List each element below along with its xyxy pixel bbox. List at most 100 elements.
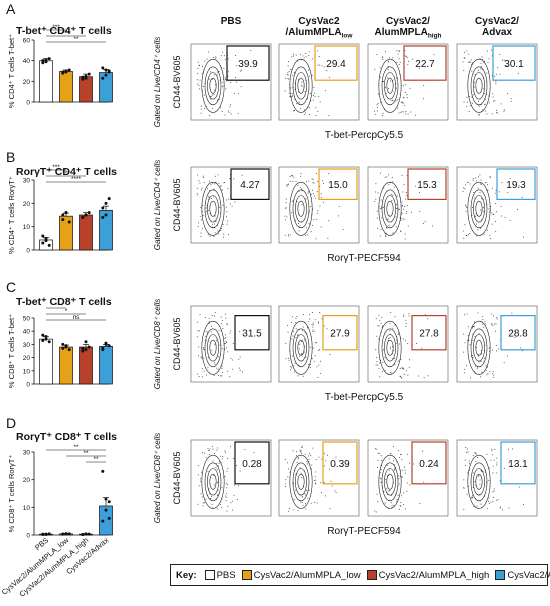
contour <box>381 189 399 229</box>
gate-box <box>230 168 270 200</box>
event-dot <box>414 185 416 187</box>
bar <box>59 71 73 103</box>
event-dot <box>284 90 286 92</box>
event-dot <box>320 372 322 374</box>
event-dot <box>381 56 383 58</box>
event-dot <box>464 188 466 190</box>
event-dot <box>298 101 300 103</box>
event-dot <box>312 189 314 191</box>
event-dot <box>466 448 468 450</box>
event-dot <box>240 86 242 88</box>
event-dot <box>403 219 405 221</box>
event-dot <box>300 501 302 503</box>
event-dot <box>394 324 396 326</box>
event-dot <box>213 484 215 486</box>
data-point <box>41 59 45 63</box>
event-dot <box>469 62 471 64</box>
event-dot <box>239 60 241 62</box>
event-dot <box>477 229 479 231</box>
event-dot <box>383 206 385 208</box>
event-dot <box>288 360 290 362</box>
event-dot <box>205 210 207 212</box>
event-dot <box>408 462 410 464</box>
significance-label: *** <box>62 170 70 177</box>
event-dot <box>302 375 304 377</box>
event-dot <box>382 114 384 116</box>
event-dot <box>465 464 467 466</box>
event-dot <box>196 187 198 189</box>
event-dot <box>384 502 386 504</box>
event-dot <box>285 202 287 204</box>
event-dot <box>479 479 481 481</box>
event-dot <box>521 196 523 198</box>
event-dot <box>398 58 400 60</box>
event-dot <box>328 77 330 79</box>
event-dot <box>401 458 403 460</box>
event-dot <box>312 324 314 326</box>
event-dot <box>480 179 482 181</box>
event-dot <box>379 471 381 473</box>
event-dot <box>482 211 484 213</box>
event-dot <box>394 468 396 470</box>
event-dot <box>293 365 295 367</box>
event-dot <box>471 497 473 499</box>
event-dot <box>389 490 391 492</box>
gate-box <box>500 441 536 485</box>
gate-percentage: 27.9 <box>330 329 350 340</box>
event-dot <box>208 449 210 451</box>
event-dot <box>468 61 470 63</box>
event-dot <box>375 317 377 319</box>
event-dot <box>302 326 304 328</box>
event-dot <box>493 374 495 376</box>
event-dot <box>285 479 287 481</box>
event-dot <box>216 74 218 76</box>
event-dot <box>466 494 468 496</box>
event-dot <box>320 196 322 198</box>
event-dot <box>490 501 492 503</box>
event-dot <box>418 375 420 377</box>
event-dot <box>390 453 392 455</box>
data-point <box>104 213 108 217</box>
event-dot <box>212 223 214 225</box>
event-dot <box>399 61 401 63</box>
event-dot <box>396 204 398 206</box>
event-dot <box>477 367 479 369</box>
event-dot <box>479 483 481 485</box>
event-dot <box>404 469 406 471</box>
event-dot <box>494 330 496 332</box>
event-dot <box>403 111 405 113</box>
event-dot <box>400 505 402 507</box>
event-dot <box>489 175 491 177</box>
event-dot <box>220 228 222 230</box>
event-dot <box>220 185 222 187</box>
data-point <box>41 333 45 337</box>
event-dot <box>216 367 218 369</box>
event-dot <box>421 347 423 349</box>
event-dot <box>388 490 390 492</box>
event-dot <box>400 359 402 361</box>
event-dot <box>391 176 393 178</box>
event-dot <box>404 55 406 57</box>
event-dot <box>381 459 383 461</box>
event-dot <box>313 182 315 184</box>
event-dot <box>315 106 317 108</box>
event-dot <box>396 87 398 89</box>
data-point <box>81 77 85 81</box>
event-dot <box>496 462 498 464</box>
contour <box>384 468 396 496</box>
event-dot <box>311 58 313 60</box>
event-dot <box>507 192 509 194</box>
event-dot <box>472 357 474 359</box>
event-dot <box>471 102 473 104</box>
advax-swatch <box>495 570 506 580</box>
event-dot <box>398 475 400 477</box>
key-item-high-label: CysVac2/AlumMPLA_high <box>378 569 490 581</box>
event-dot <box>304 351 306 353</box>
event-dot <box>470 105 472 107</box>
flow-plot: 0.28 <box>190 439 272 517</box>
event-dot <box>291 56 293 58</box>
data-point <box>84 340 88 344</box>
event-dot <box>298 230 300 232</box>
significance-label: *** <box>62 30 70 37</box>
event-dot <box>207 51 209 53</box>
